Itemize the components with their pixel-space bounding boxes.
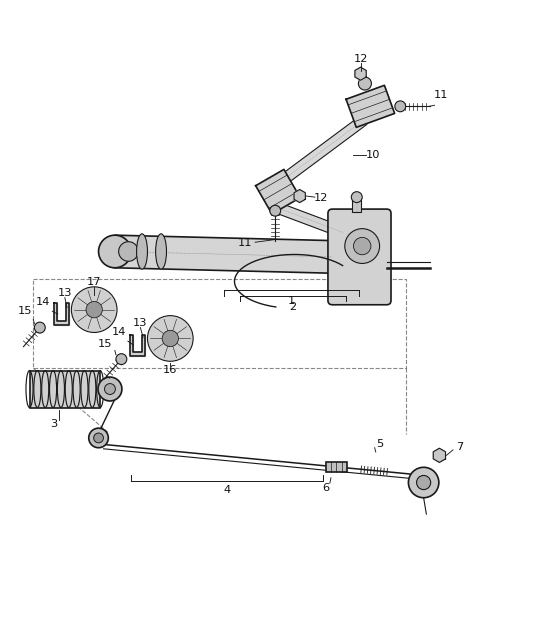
Text: 5: 5 bbox=[377, 439, 384, 449]
Circle shape bbox=[89, 428, 108, 448]
Circle shape bbox=[34, 322, 45, 333]
Circle shape bbox=[352, 192, 362, 203]
Text: 3: 3 bbox=[50, 420, 58, 430]
Circle shape bbox=[162, 330, 178, 347]
Text: 4: 4 bbox=[223, 485, 231, 495]
Circle shape bbox=[86, 301, 102, 318]
Polygon shape bbox=[355, 67, 366, 80]
Circle shape bbox=[116, 354, 127, 365]
Circle shape bbox=[94, 433, 104, 443]
Polygon shape bbox=[29, 371, 100, 408]
Text: 12: 12 bbox=[353, 53, 368, 63]
Circle shape bbox=[395, 101, 405, 112]
Circle shape bbox=[270, 205, 281, 216]
Text: 7: 7 bbox=[456, 442, 464, 452]
Polygon shape bbox=[280, 116, 367, 184]
Ellipse shape bbox=[137, 234, 148, 269]
Polygon shape bbox=[114, 235, 332, 273]
Text: 14: 14 bbox=[112, 327, 126, 337]
Text: 15: 15 bbox=[98, 339, 112, 349]
FancyBboxPatch shape bbox=[326, 462, 347, 472]
Polygon shape bbox=[54, 303, 69, 325]
Text: 16: 16 bbox=[163, 365, 178, 375]
FancyBboxPatch shape bbox=[328, 209, 391, 305]
Circle shape bbox=[408, 467, 439, 498]
Circle shape bbox=[99, 235, 131, 268]
Polygon shape bbox=[433, 448, 445, 462]
Circle shape bbox=[105, 384, 116, 394]
Circle shape bbox=[416, 475, 431, 490]
Circle shape bbox=[119, 242, 138, 261]
Circle shape bbox=[148, 316, 193, 361]
Text: 6: 6 bbox=[322, 482, 329, 492]
Circle shape bbox=[71, 287, 117, 332]
Text: 15: 15 bbox=[18, 306, 32, 317]
Ellipse shape bbox=[156, 234, 166, 269]
Text: 11: 11 bbox=[434, 90, 449, 100]
Text: 11: 11 bbox=[238, 239, 252, 248]
Circle shape bbox=[359, 77, 372, 90]
Polygon shape bbox=[346, 85, 395, 127]
Circle shape bbox=[354, 237, 371, 255]
Polygon shape bbox=[353, 197, 361, 212]
Text: 13: 13 bbox=[133, 318, 148, 328]
Polygon shape bbox=[276, 203, 345, 237]
Text: 10: 10 bbox=[365, 150, 380, 160]
Text: 14: 14 bbox=[36, 297, 50, 307]
Text: 17: 17 bbox=[87, 278, 101, 288]
Text: 13: 13 bbox=[58, 288, 72, 298]
Polygon shape bbox=[130, 335, 145, 357]
Polygon shape bbox=[256, 170, 300, 214]
Text: 2: 2 bbox=[289, 302, 296, 312]
Circle shape bbox=[345, 229, 379, 263]
Polygon shape bbox=[294, 190, 305, 203]
Text: 12: 12 bbox=[314, 193, 329, 203]
Text: 1: 1 bbox=[288, 296, 295, 306]
Circle shape bbox=[98, 377, 122, 401]
